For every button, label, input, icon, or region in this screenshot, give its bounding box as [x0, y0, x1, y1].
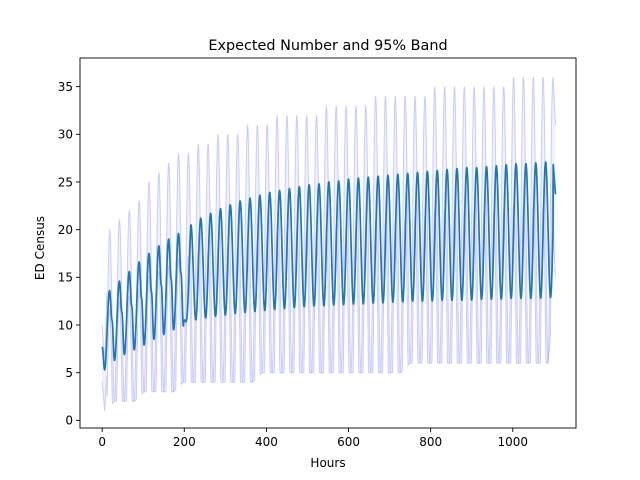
plot-area-frame — [79, 57, 577, 429]
x-tick-label: 0 — [98, 435, 106, 449]
chart-title: Expected Number and 95% Band — [208, 38, 447, 54]
x-axis-label: Hours — [310, 456, 345, 470]
y-tick-label: 10 — [58, 318, 73, 332]
y-tick-label: 20 — [58, 223, 73, 237]
band-upper-line — [101, 76, 556, 402]
expected-number-line — [101, 161, 557, 371]
y-tick-label: 15 — [58, 271, 73, 285]
x-tick-label: 600 — [337, 435, 360, 449]
y-tick-label: 35 — [58, 80, 73, 94]
y-axis-label: ED Census — [33, 216, 47, 280]
y-tick-label: 0 — [65, 414, 73, 428]
x-tick-label: 400 — [255, 435, 278, 449]
y-tick-label: 25 — [58, 175, 73, 189]
y-tick-label: 30 — [58, 128, 73, 142]
band-lower-line — [101, 180, 556, 411]
confidence-band-area — [102, 77, 556, 411]
y-axis-ticks: 0 5 10 15 20 25 30 35 — [58, 80, 80, 428]
x-tick-label: 1000 — [497, 435, 528, 449]
x-axis-ticks: 0 200 400 600 800 1000 — [98, 428, 528, 449]
y-tick-label: 5 — [65, 366, 73, 380]
x-tick-label: 200 — [173, 435, 196, 449]
x-tick-label: 800 — [419, 435, 442, 449]
confidence-band-layer — [101, 76, 556, 411]
